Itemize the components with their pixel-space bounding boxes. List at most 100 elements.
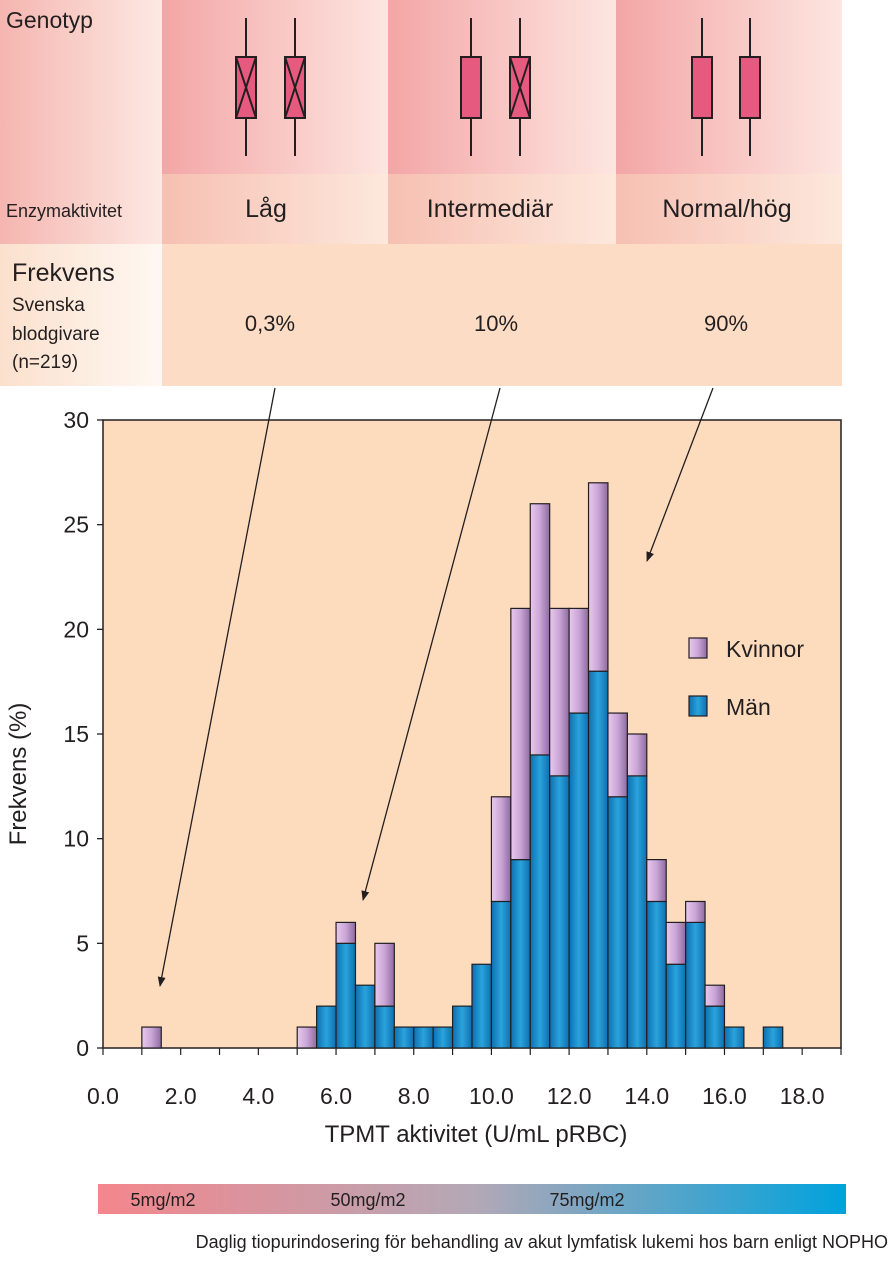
dose-label-50: 50mg/m2 bbox=[330, 1190, 405, 1210]
bar-man-7 bbox=[374, 1005, 395, 1049]
freq-sub1: Svenska bbox=[12, 295, 85, 316]
freq-label-cell bbox=[0, 244, 162, 386]
enzyme-normal: Normal/hög bbox=[662, 195, 791, 223]
bar-kvinnor-10.5 bbox=[510, 607, 531, 861]
enzyme-cell-3 bbox=[616, 174, 842, 244]
bar-man-11.5 bbox=[549, 775, 570, 1049]
x-tick-label: 4.0 bbox=[242, 1083, 274, 1109]
freq-low: 0,3% bbox=[245, 311, 295, 336]
bar-kvinnor-12.5 bbox=[587, 482, 609, 672]
bar-man-9.5 bbox=[471, 963, 493, 1049]
bar-man-10 bbox=[490, 900, 512, 1049]
genotype-cell-3 bbox=[616, 0, 842, 174]
x-tick-label: 14.0 bbox=[624, 1083, 669, 1109]
x-tick-label: 16.0 bbox=[702, 1083, 747, 1109]
y-tick-label: 0 bbox=[76, 1035, 89, 1061]
bar-kvinnor-11 bbox=[529, 503, 551, 756]
genotype-cell-2 bbox=[388, 0, 616, 174]
x-axis-label: TPMT aktivitet (U/mL pRBC) bbox=[325, 1121, 628, 1148]
x-tick-label: 10.0 bbox=[469, 1083, 514, 1109]
bar-man-17 bbox=[762, 1026, 784, 1049]
bar-kvinnor-11.5 bbox=[549, 607, 570, 777]
legend-label-kvinnor: Kvinnor bbox=[726, 636, 804, 662]
y-tick-label: 25 bbox=[63, 512, 89, 538]
bar-kvinnor-10 bbox=[490, 796, 512, 903]
freq-cell-3 bbox=[616, 244, 842, 386]
mutant-allele-icon bbox=[284, 18, 306, 156]
bar-kvinnor-12 bbox=[568, 607, 590, 714]
bar-man-11 bbox=[529, 754, 551, 1049]
x-tick-label: 2.0 bbox=[165, 1083, 197, 1109]
bar-man-6.5 bbox=[354, 984, 376, 1049]
bar-kvinnor-13 bbox=[607, 712, 628, 798]
bar-man-15.5 bbox=[704, 1005, 726, 1049]
freq-normal: 90% bbox=[704, 311, 748, 336]
bar-kvinnor-5 bbox=[296, 1026, 318, 1049]
x-tick-label: 12.0 bbox=[547, 1083, 592, 1109]
enzyme-intermediate: Intermediär bbox=[427, 195, 553, 223]
enzyme-label-cell bbox=[0, 174, 162, 244]
x-tick-label: 8.0 bbox=[398, 1083, 430, 1109]
bar-kvinnor-6 bbox=[335, 921, 357, 944]
enzyme-cell-2 bbox=[388, 174, 616, 244]
freq-label: Frekvens bbox=[12, 259, 115, 287]
bar-man-15 bbox=[685, 921, 706, 1049]
histogram-chart: 0 5 10 15 20 25 30 0.0 2.0 4.0 6.0 8.0 10.0 12.0 14.0… bbox=[5, 387, 842, 1148]
bar-kvinnor-13.5 bbox=[626, 733, 648, 777]
bar-kvinnor-15.5 bbox=[704, 984, 726, 1007]
enzyme-low: Låg bbox=[245, 195, 287, 223]
bar-man-12.5 bbox=[587, 670, 609, 1049]
y-tick-label: 20 bbox=[63, 616, 89, 642]
bar-man-12 bbox=[568, 712, 590, 1049]
arrow-intermediate bbox=[361, 387, 501, 901]
enzyme-label: Enzymaktivitet bbox=[6, 201, 122, 221]
arrow-low bbox=[157, 387, 276, 987]
y-tick-label: 5 bbox=[76, 930, 89, 956]
bar-man-14 bbox=[646, 900, 667, 1049]
bar-man-7.5 bbox=[393, 1026, 415, 1049]
y-axis-label: Frekvens (%) bbox=[5, 703, 32, 846]
enzyme-cell-1 bbox=[162, 174, 388, 244]
arrow-normal bbox=[646, 387, 714, 562]
freq-intermediate: 10% bbox=[474, 311, 518, 336]
bar-man-9 bbox=[451, 1005, 473, 1049]
legend-label-man: Män bbox=[726, 694, 771, 720]
mutant-allele-icon bbox=[509, 18, 531, 156]
x-axis: 0.0 2.0 4.0 6.0 8.0 10.0 12.0 14.0 16.0 18.0 bbox=[87, 1048, 842, 1109]
genotype-table: Genotyp Enzymaktivitet Frekvens Svenska … bbox=[0, 0, 842, 386]
bar-man-13.5 bbox=[626, 775, 648, 1049]
bar-man-5.5 bbox=[316, 1005, 337, 1049]
bar-man-6 bbox=[335, 942, 357, 1049]
bar-man-8.5 bbox=[432, 1026, 454, 1049]
allele-icons bbox=[235, 18, 761, 156]
bar-man-10.5 bbox=[510, 858, 531, 1049]
genotype-label: Genotyp bbox=[6, 7, 93, 33]
freq-cell-2 bbox=[388, 244, 616, 386]
bar-man-13 bbox=[607, 796, 628, 1049]
dose-scale: 5mg/m2 50mg/m2 75mg/m2 Daglig tiopurindo… bbox=[98, 1184, 888, 1252]
normal-allele-icon bbox=[739, 18, 761, 156]
bar-kvinnor-14.5 bbox=[665, 921, 687, 965]
freq-sub2: blodgivare bbox=[12, 324, 100, 345]
y-tick-label: 10 bbox=[63, 826, 89, 852]
freq-cell-1 bbox=[162, 244, 388, 386]
bar-man-16 bbox=[723, 1026, 745, 1049]
dose-label-5: 5mg/m2 bbox=[130, 1190, 195, 1210]
y-tick-label: 15 bbox=[63, 721, 89, 747]
bar-kvinnor-7 bbox=[374, 942, 395, 1007]
legend-swatch-kvinnor bbox=[688, 637, 708, 659]
histogram-bars bbox=[141, 482, 784, 1049]
bar-kvinnor-1 bbox=[141, 1026, 162, 1049]
freq-sub3: (n=219) bbox=[12, 352, 78, 373]
dose-gradient-bar bbox=[98, 1184, 846, 1214]
genotype-cell-1 bbox=[162, 0, 388, 174]
genotype-label-cell bbox=[0, 0, 162, 174]
legend: Kvinnor Män bbox=[688, 636, 804, 720]
x-tick-label: 18.0 bbox=[780, 1083, 825, 1109]
annotation-arrows bbox=[157, 387, 714, 987]
bar-kvinnor-14 bbox=[646, 858, 667, 903]
dose-caption: Daglig tiopurindosering för behandling a… bbox=[196, 1232, 888, 1252]
x-tick-label: 6.0 bbox=[320, 1083, 352, 1109]
bar-kvinnor-15 bbox=[685, 900, 706, 924]
